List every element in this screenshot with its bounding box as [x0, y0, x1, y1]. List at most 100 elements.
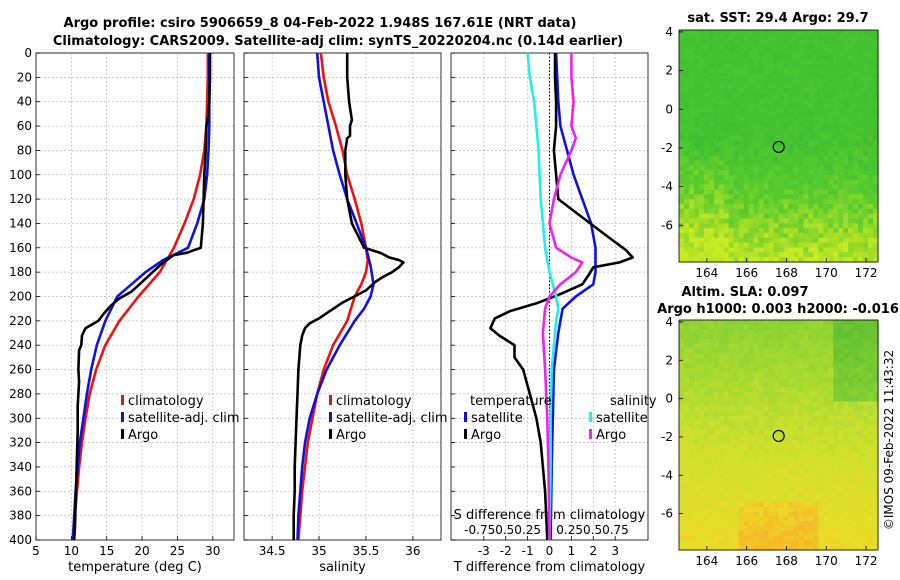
map-cell	[758, 401, 765, 407]
map-cell	[848, 521, 854, 527]
map-cell	[738, 324, 745, 331]
map-cell	[763, 382, 770, 388]
map-cell	[848, 160, 854, 166]
map-cell	[738, 521, 745, 527]
map-cell	[828, 435, 834, 441]
map-cell	[863, 160, 869, 166]
map-cell	[853, 334, 859, 340]
map-cell	[783, 102, 790, 108]
map-cell	[748, 334, 755, 340]
map-cell	[788, 63, 795, 70]
map-cell	[868, 425, 874, 431]
map-cell	[703, 454, 710, 460]
map-cell	[708, 184, 715, 191]
map-cell	[718, 112, 725, 118]
map-cell	[828, 189, 834, 195]
map-cell	[679, 102, 685, 108]
map-cell	[703, 511, 710, 518]
map-cell	[753, 160, 760, 166]
map-cell	[823, 102, 829, 108]
map-cell	[838, 208, 844, 215]
map-cell	[783, 184, 790, 191]
map-cell	[773, 435, 780, 441]
map-cell	[853, 83, 859, 89]
map-cell	[748, 175, 755, 181]
map-cell	[773, 247, 780, 253]
map-cell	[823, 367, 829, 374]
map-cell	[848, 179, 854, 186]
map-cell	[838, 68, 844, 75]
map-cell	[843, 228, 849, 234]
map-cell	[818, 252, 824, 258]
map-cell	[828, 228, 834, 234]
map-cell	[738, 353, 745, 359]
map-cell	[679, 497, 685, 503]
map-cell	[703, 468, 710, 474]
map-cell	[838, 49, 844, 55]
map-cell	[718, 175, 725, 181]
map-cell	[853, 343, 859, 350]
map-cell	[818, 511, 824, 518]
map-cell	[743, 189, 750, 195]
map-cell	[723, 530, 730, 537]
map-cell	[753, 449, 760, 455]
map-cell	[808, 83, 814, 89]
map-cell	[868, 382, 874, 388]
map-cell	[718, 150, 725, 157]
map-cell	[813, 49, 819, 55]
map-cell	[768, 516, 775, 522]
map-cell	[798, 59, 804, 65]
map-cell	[713, 377, 720, 383]
map-cell	[858, 535, 864, 542]
map-cell	[758, 189, 765, 195]
map-cell	[758, 530, 765, 537]
map-cell	[873, 223, 879, 229]
map-cell	[768, 473, 775, 479]
x-tick-label: 0	[546, 544, 554, 558]
map-cell	[838, 199, 844, 205]
map-cell	[763, 387, 770, 393]
map-cell	[743, 170, 750, 176]
map-cell	[728, 252, 735, 258]
map-cell	[823, 179, 829, 186]
map-cell	[698, 334, 705, 340]
map-cell	[843, 411, 849, 417]
map-cell	[703, 439, 710, 446]
temperature-panel: 0204060801001201401601802002202402602803…	[9, 46, 240, 575]
map-cell	[798, 102, 804, 108]
map-cell	[838, 170, 844, 176]
map-cell	[778, 175, 785, 181]
map-cell	[793, 487, 799, 494]
map-cell	[803, 189, 809, 195]
map-cell	[848, 59, 854, 65]
map-cell	[848, 155, 854, 162]
map-cell	[703, 329, 710, 335]
map-frame	[678, 319, 879, 551]
map-cell	[743, 184, 750, 191]
map-cell	[733, 150, 740, 157]
map-cell	[753, 165, 760, 171]
map-cell	[758, 492, 765, 498]
map-cell	[738, 372, 745, 379]
map-cell	[818, 146, 824, 152]
map-cell	[808, 334, 814, 340]
map-cell	[813, 540, 819, 546]
map-cell	[843, 339, 849, 345]
map-cell	[748, 540, 755, 546]
map-cell	[763, 102, 770, 108]
map-cell	[838, 189, 844, 195]
map-cell	[838, 391, 844, 398]
map-cell	[748, 526, 755, 532]
map-cell	[733, 521, 740, 527]
map-cell	[738, 473, 745, 479]
map-cell	[873, 320, 879, 326]
map-cell	[679, 30, 685, 36]
map-cell	[738, 430, 745, 436]
map-cell	[833, 252, 839, 258]
map-cell	[738, 155, 745, 162]
map-cell	[788, 492, 795, 498]
map-cell	[843, 372, 849, 379]
series-line	[489, 53, 634, 541]
map-cell	[679, 353, 685, 359]
map-cell	[753, 121, 760, 128]
